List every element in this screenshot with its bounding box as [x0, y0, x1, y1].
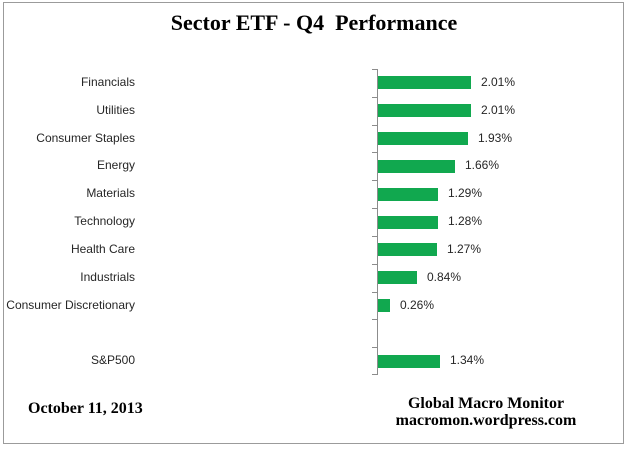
axis-tick: [372, 208, 377, 209]
category-label: S&P500: [90, 353, 135, 368]
bar: [378, 215, 438, 229]
value-label: 2.01%: [481, 75, 516, 89]
credit-block: Global Macro Monitor macromon.wordpress.…: [360, 395, 612, 429]
axis-tick: [372, 292, 377, 293]
axis-tick: [372, 97, 377, 98]
axis-tick: [372, 347, 377, 348]
bar: [378, 271, 417, 285]
category-label: Utilities: [96, 102, 135, 117]
bar: [378, 76, 471, 90]
category-label: Industrials: [80, 269, 135, 284]
category-label: Energy: [96, 158, 135, 173]
axis-tick: [372, 264, 377, 265]
bar: [378, 243, 437, 257]
value-label: 0.84%: [427, 269, 462, 284]
value-label: 1.27%: [447, 241, 482, 256]
value-label: 1.93%: [478, 130, 513, 145]
category-label: Consumer Staples: [36, 130, 135, 145]
category-label: Consumer Discretionary: [6, 297, 135, 312]
bar: [378, 159, 455, 173]
value-label: 0.26%: [400, 297, 435, 312]
category-label: Technology: [74, 214, 135, 229]
value-label: 1.66%: [465, 158, 500, 173]
date-label: October 11, 2013: [28, 400, 143, 417]
axis-tick: [372, 69, 377, 70]
chart-frame: [3, 2, 624, 444]
bar: [378, 187, 438, 201]
chart-title: Sector ETF - Q4 Performance: [170, 10, 458, 35]
axis-tick: [372, 236, 377, 237]
axis-tick: [372, 374, 377, 375]
category-label: Materials: [86, 186, 135, 201]
bar: [378, 104, 471, 118]
bar: [378, 132, 468, 146]
category-label: Financials: [80, 75, 135, 89]
axis-tick: [372, 152, 377, 153]
value-label: 1.29%: [448, 186, 483, 201]
value-label: 1.28%: [448, 214, 483, 229]
value-label: 1.34%: [450, 353, 485, 368]
value-label: 2.01%: [481, 102, 516, 117]
category-label: Health Care: [70, 241, 135, 256]
bar: [378, 298, 390, 312]
axis-tick: [372, 125, 377, 126]
plot-area: Financials 2.01% Utilities 2.01% Consumer St…: [0, 69, 628, 376]
credit-line1: Global Macro Monitor: [407, 395, 565, 412]
y-axis-line: [377, 69, 378, 375]
axis-tick: [372, 319, 377, 320]
bar: [378, 354, 440, 368]
axis-tick: [372, 180, 377, 181]
credit-line2: macromon.wordpress.com: [395, 412, 577, 429]
